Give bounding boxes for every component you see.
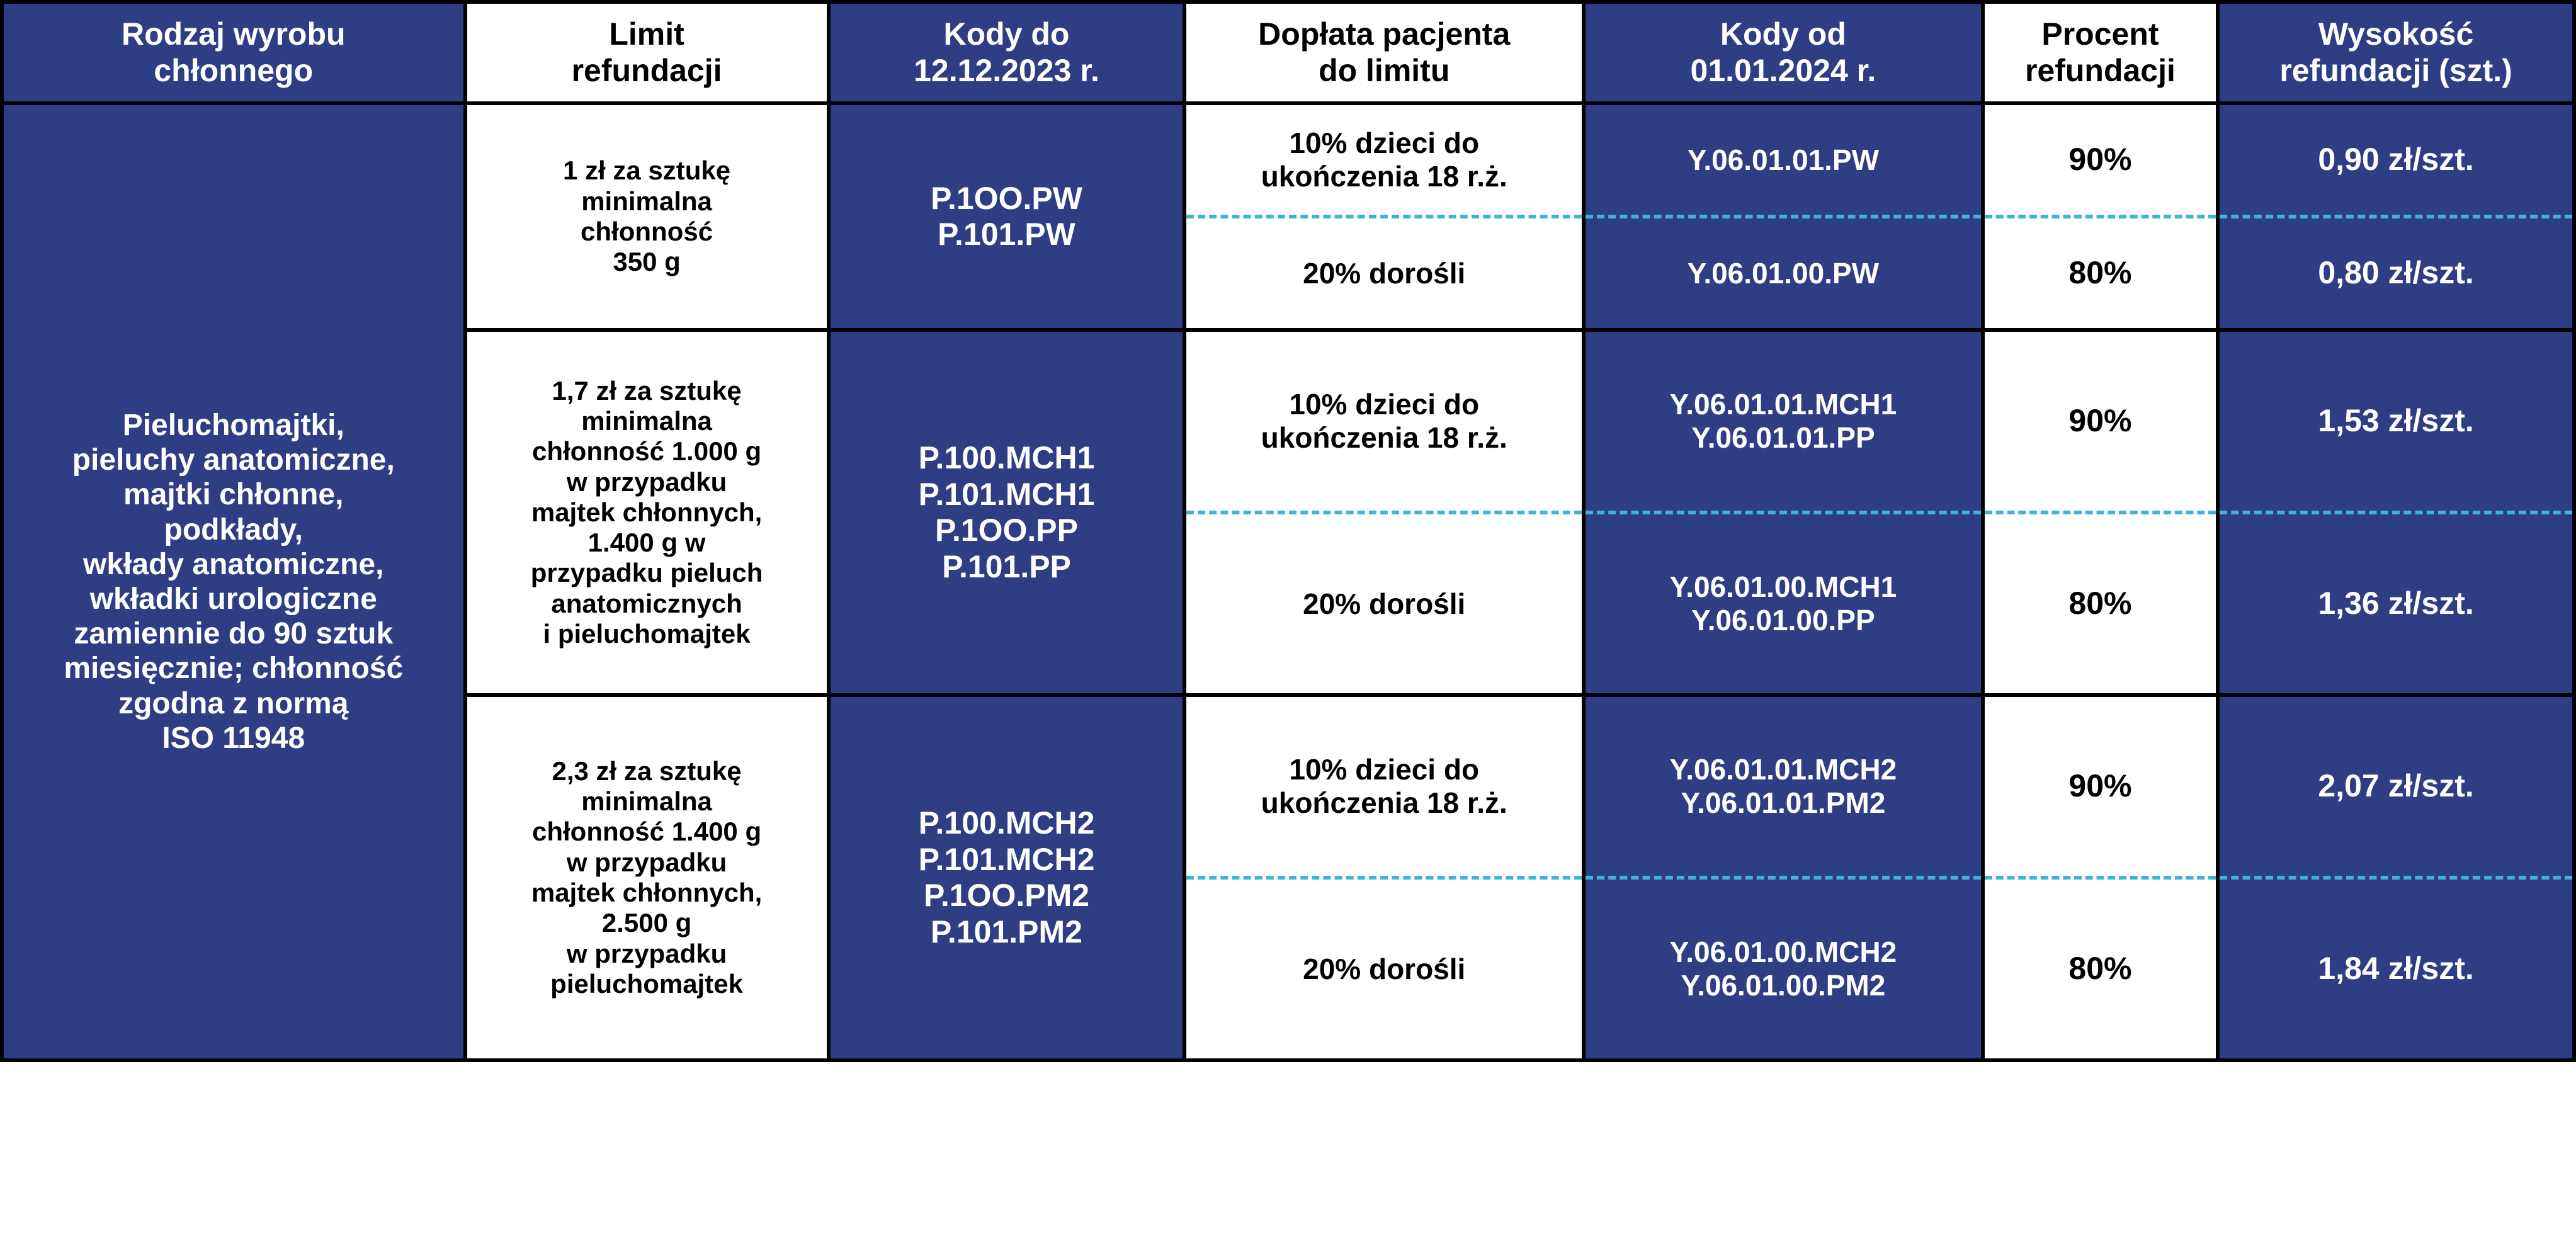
copay-3-top: 10% dzieci doukończenia 18 r.ż. xyxy=(1186,697,1582,876)
group-1: Pieluchomajtki,pieluchy anatomiczne,majt… xyxy=(2,103,2574,330)
codes-new-2-top: Y.06.01.01.MCH1Y.06.01.01.PP xyxy=(1586,332,1981,511)
product-type-cell: Pieluchomajtki,pieluchy anatomiczne,majt… xyxy=(2,103,465,1060)
pct-3-top: 90% xyxy=(1985,697,2216,876)
copay-3-bot: 20% dorośli xyxy=(1186,880,1582,1058)
codes-new-3: Y.06.01.01.MCH2Y.06.01.01.PM2 Y.06.01.00… xyxy=(1584,695,1983,1060)
codes-old-3: P.100.MCH2P.101.MCH2P.1OO.PM2P.101.PM2 xyxy=(829,695,1185,1060)
copay-1: 10% dzieci doukończenia 18 r.ż. 20% doro… xyxy=(1184,103,1584,330)
pct-2-top: 90% xyxy=(1985,332,2216,511)
hdr-limit: Limitrefundacji xyxy=(465,2,829,103)
amt-2-top: 1,53 zł/szt. xyxy=(2220,332,2572,511)
amt-3-bot: 1,84 zł/szt. xyxy=(2220,880,2572,1058)
pct-1-top: 90% xyxy=(1985,105,2216,215)
pct-1-bot: 80% xyxy=(1985,218,2216,328)
amt-1: 0,90 zł/szt. 0,80 zł/szt. xyxy=(2218,103,2574,330)
copay-2-bot: 20% dorośli xyxy=(1186,514,1582,693)
codes-old-1: P.1OO.PWP.101.PW xyxy=(829,103,1185,330)
codes-new-3-top: Y.06.01.01.MCH2Y.06.01.01.PM2 xyxy=(1586,697,1981,876)
amt-1-top: 0,90 zł/szt. xyxy=(2220,105,2572,215)
limit-3: 2,3 zł za sztukęminimalnachłonność 1.400… xyxy=(465,695,829,1060)
hdr-codes-old: Kody do12.12.2023 r. xyxy=(829,2,1185,103)
codes-new-1-bot: Y.06.01.00.PW xyxy=(1586,218,1981,328)
hdr-product-type: Rodzaj wyrobuchłonnego xyxy=(2,2,465,103)
copay-1-bot: 20% dorośli xyxy=(1186,218,1582,328)
pct-1: 90% 80% xyxy=(1983,103,2218,330)
codes-new-2: Y.06.01.01.MCH1Y.06.01.01.PP Y.06.01.00.… xyxy=(1584,330,1983,695)
pct-3-bot: 80% xyxy=(1985,880,2216,1058)
hdr-codes-new: Kody od01.01.2024 r. xyxy=(1584,2,1983,103)
copay-2-top: 10% dzieci doukończenia 18 r.ż. xyxy=(1186,332,1582,511)
hdr-percent: Procentrefundacji xyxy=(1983,2,2218,103)
codes-new-2-bot: Y.06.01.00.MCH1Y.06.01.00.PP xyxy=(1586,514,1981,693)
copay-3: 10% dzieci doukończenia 18 r.ż. 20% doro… xyxy=(1184,695,1584,1060)
codes-new-1-top: Y.06.01.01.PW xyxy=(1586,105,1981,215)
hdr-copay: Dopłata pacjentado limitu xyxy=(1184,2,1584,103)
codes-old-2: P.100.MCH1P.101.MCH1P.1OO.PPP.101.PP xyxy=(829,330,1185,695)
amt-3-top: 2,07 zł/szt. xyxy=(2220,697,2572,876)
header-row: Rodzaj wyrobuchłonnego Limitrefundacji K… xyxy=(2,2,2574,103)
pct-2-bot: 80% xyxy=(1985,514,2216,693)
amt-2-bot: 1,36 zł/szt. xyxy=(2220,514,2572,693)
copay-1-top: 10% dzieci doukończenia 18 r.ż. xyxy=(1186,105,1582,215)
amt-1-bot: 0,80 zł/szt. xyxy=(2220,218,2572,328)
pct-2: 90% 80% xyxy=(1983,330,2218,695)
refund-table: Rodzaj wyrobuchłonnego Limitrefundacji K… xyxy=(0,0,2576,1062)
pct-3: 90% 80% xyxy=(1983,695,2218,1060)
amt-3: 2,07 zł/szt. 1,84 zł/szt. xyxy=(2218,695,2574,1060)
limit-2: 1,7 zł za sztukęminimalnachłonność 1.000… xyxy=(465,330,829,695)
codes-new-3-bot: Y.06.01.00.MCH2Y.06.01.00.PM2 xyxy=(1586,880,1981,1058)
copay-2: 10% dzieci doukończenia 18 r.ż. 20% doro… xyxy=(1184,330,1584,695)
limit-1: 1 zł za sztukęminimalnachłonność350 g xyxy=(465,103,829,330)
codes-new-1: Y.06.01.01.PW Y.06.01.00.PW xyxy=(1584,103,1983,330)
amt-2: 1,53 zł/szt. 1,36 zł/szt. xyxy=(2218,330,2574,695)
hdr-amount: Wysokośćrefundacji (szt.) xyxy=(2218,2,2574,103)
